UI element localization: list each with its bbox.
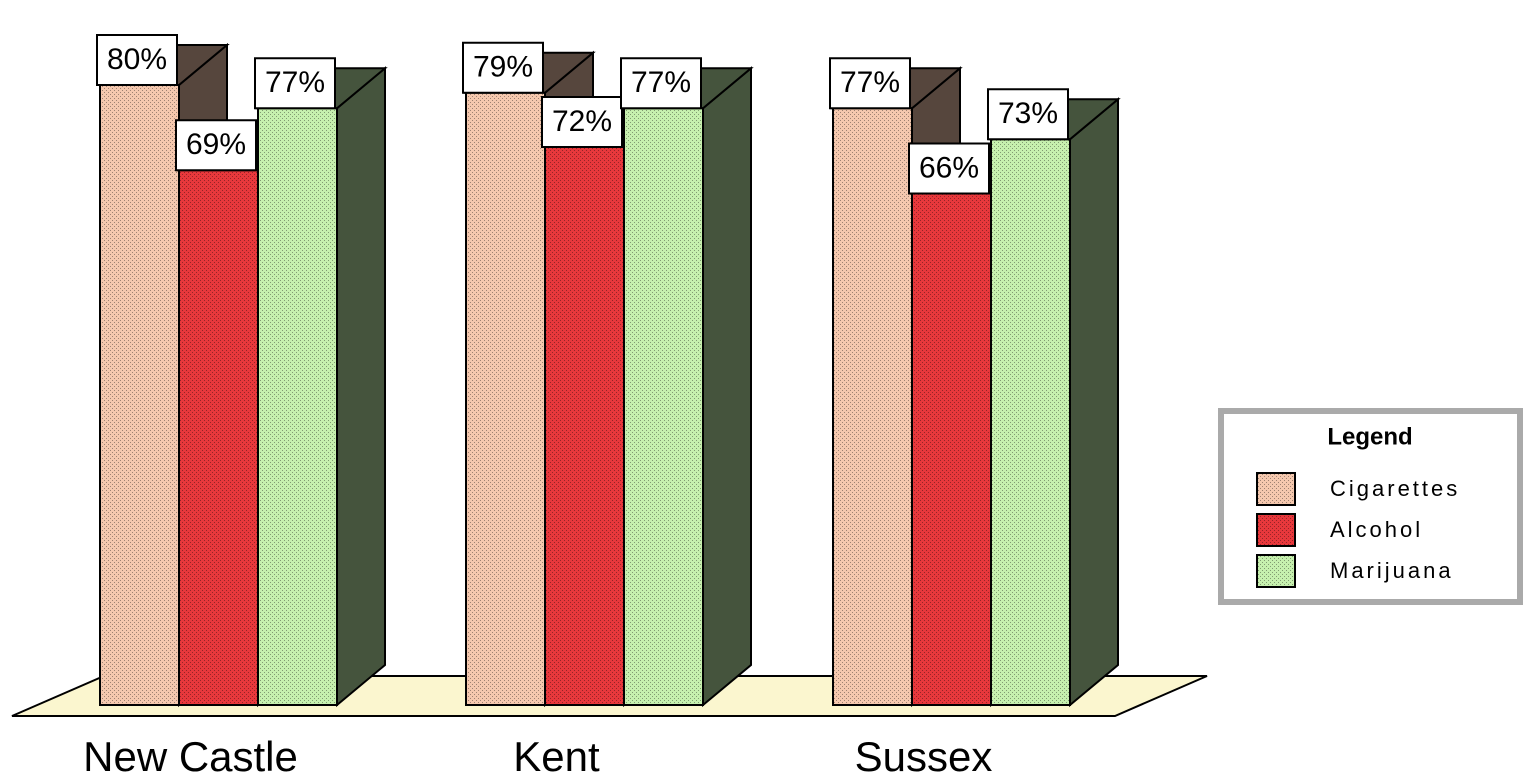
value-label: 77%: [631, 66, 691, 99]
bar-texture: [833, 108, 912, 705]
value-label-box: [254, 57, 336, 110]
bar-texture: [545, 147, 624, 705]
bar-side: [1069, 97, 1119, 708]
value-label: 73%: [998, 97, 1058, 130]
value-label-box: [987, 88, 1069, 141]
bar-texture: [912, 193, 991, 705]
legend: Legend Cigarettes Alcohol Marijuana: [1218, 408, 1523, 605]
value-label-box: [175, 119, 257, 172]
bar-texture: [991, 139, 1070, 705]
value-label-box: [541, 96, 623, 148]
value-label-box: [462, 41, 544, 94]
bar-texture: [624, 108, 703, 705]
value-label: 77%: [840, 66, 900, 99]
bar-texture: [179, 170, 258, 705]
value-label: 77%: [265, 66, 325, 99]
bar-texture: [100, 85, 179, 705]
x-tick-label: Kent: [513, 733, 600, 780]
value-label-box: [96, 34, 178, 86]
value-label-box: [620, 57, 702, 110]
value-label: 66%: [919, 151, 979, 184]
legend-label: Cigarettes: [1330, 476, 1460, 501]
value-label: 79%: [473, 51, 533, 84]
legend-swatch-texture: [1257, 555, 1295, 587]
value-label: 72%: [552, 105, 612, 138]
value-label: 69%: [186, 128, 246, 161]
bar-texture: [258, 108, 337, 705]
value-label: 80%: [107, 43, 167, 76]
bar-texture: [466, 92, 545, 705]
legend-label: Alcohol: [1330, 517, 1423, 542]
legend-label: Marijuana: [1330, 558, 1454, 583]
legend-swatch-texture: [1257, 473, 1295, 505]
bar-side: [702, 66, 752, 708]
legend-title: Legend: [1327, 423, 1412, 450]
x-tick-label: New Castle: [83, 733, 298, 780]
value-label-box: [829, 57, 911, 110]
value-label-box: [908, 142, 990, 195]
x-tick-label: Sussex: [855, 733, 993, 780]
bar-side: [336, 66, 386, 708]
legend-swatch-texture: [1257, 514, 1295, 546]
